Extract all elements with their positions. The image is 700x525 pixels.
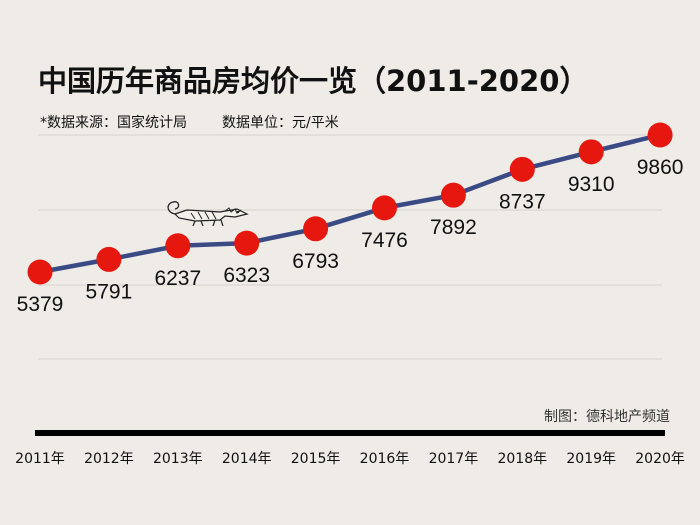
- x-tick-labels: 2011年 2012年 2013年 2014年 2015年 2016年 2017年 2018年…: [15, 451, 685, 467]
- data-point-2013年: [165, 233, 191, 259]
- data-point-2019年: [578, 139, 604, 165]
- series-line: [37, 132, 663, 275]
- lizard-mascot-icon: [167, 201, 249, 227]
- series-line-layer: [37, 132, 663, 275]
- data-label-2019年: 9310: [568, 173, 615, 196]
- x-tick-label: 2012年: [84, 451, 134, 467]
- x-tick-label: 2014年: [222, 451, 272, 467]
- x-tick-label: 2017年: [429, 451, 479, 467]
- data-point-2014年: [234, 230, 260, 256]
- data-point-2016年: [372, 195, 397, 221]
- chart-title: 中国历年商品房均价一览（2011-2020）: [38, 64, 589, 98]
- gridlines: [38, 134, 662, 360]
- data-label-2016年: 7476: [361, 229, 408, 252]
- data-label-2012年: 5791: [86, 280, 133, 303]
- data-point-2012年: [96, 246, 122, 272]
- data-label-2011年: 5379: [17, 293, 64, 316]
- data-labels: 5379 5791 6237 6323 6793 7476 7892 8737 9310 9860: [17, 156, 684, 316]
- chart-unit-note: 数据单位：元/平米: [222, 115, 339, 131]
- x-tick-label: 2015年: [291, 451, 341, 467]
- chart-source-note: *数据来源：国家统计局: [40, 115, 187, 131]
- x-axis: [35, 430, 665, 436]
- data-label-2014年: 6323: [223, 264, 270, 287]
- data-point-2018年: [509, 156, 535, 182]
- data-point-2011年: [27, 259, 53, 285]
- data-point-2017年: [440, 182, 466, 208]
- x-tick-label: 2013年: [153, 451, 203, 467]
- series-markers: [27, 122, 673, 285]
- x-tick-label: 2020年: [635, 451, 685, 467]
- x-tick-label: 2011年: [15, 451, 65, 467]
- data-label-2018年: 8737: [499, 190, 546, 213]
- x-tick-label: 2019年: [566, 451, 616, 467]
- data-point-2015年: [303, 216, 329, 242]
- data-label-2013年: 6237: [154, 267, 201, 290]
- data-label-2017年: 7892: [430, 216, 477, 239]
- chart-credit: 制图：德科地产频道: [544, 409, 670, 425]
- x-axis-line: [35, 430, 665, 436]
- data-label-2020年: 9860: [637, 156, 684, 179]
- x-tick-label: 2018年: [497, 451, 547, 467]
- data-point-2020年: [647, 122, 673, 148]
- x-tick-label: 2016年: [360, 451, 410, 467]
- data-label-2015年: 6793: [292, 250, 339, 273]
